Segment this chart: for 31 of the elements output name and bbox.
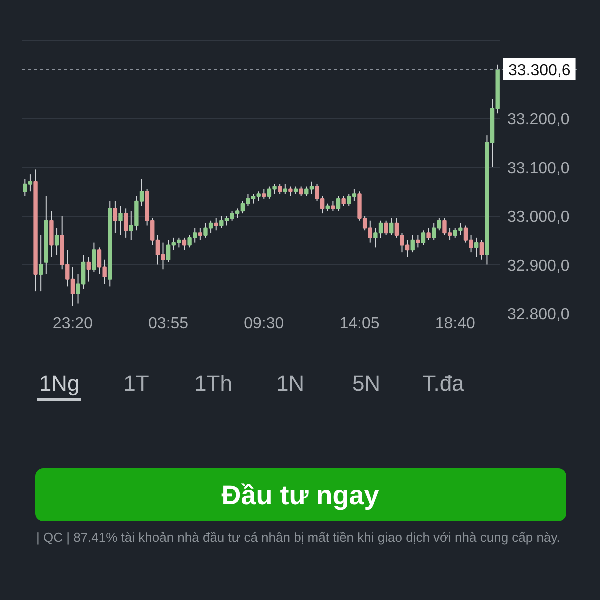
y-tick-label: 33.100,0 xyxy=(508,160,570,178)
candlestick xyxy=(38,235,44,292)
text: T.đa xyxy=(422,371,466,396)
text: 1Th xyxy=(194,371,232,396)
x-tick-label: 09:30 xyxy=(244,316,284,332)
y-tick-label: 32.900,0 xyxy=(508,258,570,275)
x-tick-label: 18:40 xyxy=(435,316,476,332)
candlestick xyxy=(113,200,118,234)
x-tick-label: 03:55 xyxy=(148,316,189,332)
y-tick-label: 32.800,0 xyxy=(508,306,570,324)
y-tick-label: 33.200,0 xyxy=(508,112,570,128)
candlestick xyxy=(118,206,123,236)
candlestick xyxy=(34,169,38,292)
text: 1Ng xyxy=(39,371,80,396)
candlestick xyxy=(50,210,54,258)
text: | QC | 87.41% tài khoản nhà đầu tư cá nhân bị mất tiền khi giao dịch với nhà cung cấp này. xyxy=(36,530,560,545)
y-tick-label: 33.000,0 xyxy=(508,209,570,226)
text: 1N xyxy=(276,371,305,396)
text: Đầu tư ngay xyxy=(222,480,380,510)
x-tick-label: 14:05 xyxy=(340,316,380,332)
candlestick xyxy=(124,208,128,238)
candlestick xyxy=(54,228,60,256)
text: 1T xyxy=(124,371,150,396)
x-tick-label: 23:20 xyxy=(52,316,94,332)
candlestick xyxy=(198,228,203,241)
candlestick xyxy=(474,237,479,258)
candlestick xyxy=(44,196,48,275)
ref-line-label: 33.300,6 xyxy=(508,62,571,80)
text: 5N xyxy=(352,371,381,396)
candlestick xyxy=(108,200,112,288)
candlestick xyxy=(86,256,91,282)
